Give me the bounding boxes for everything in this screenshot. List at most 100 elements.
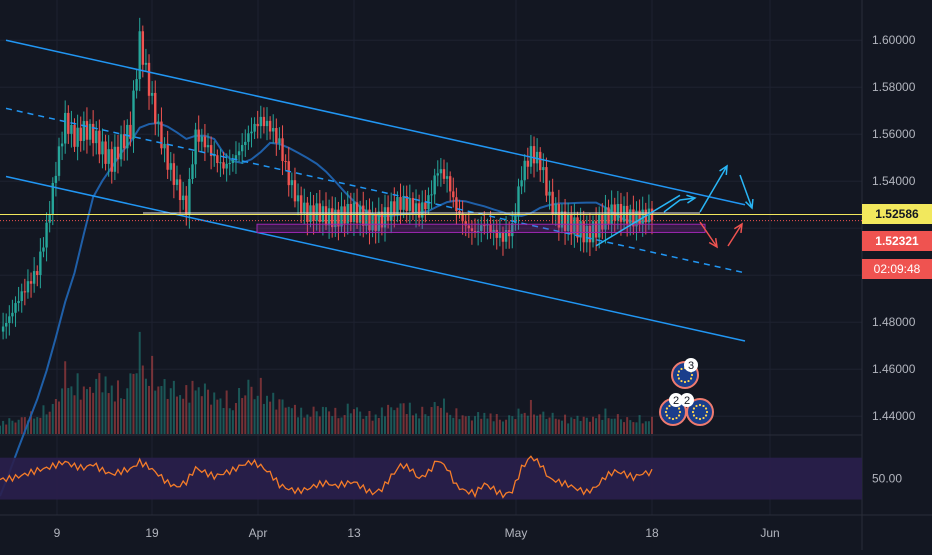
candle-body [439, 169, 443, 174]
candle-body [135, 79, 138, 91]
candle-body [563, 211, 567, 231]
candle-body [566, 214, 570, 231]
volume-bar [576, 415, 579, 434]
candle-body [5, 322, 8, 327]
axes: 1.60000 1.58000 1.56000 1.54000 1.48000 1.460… [54, 33, 916, 540]
event-count-label: 2 [673, 395, 679, 407]
candle-body [88, 123, 92, 140]
volume-bar [135, 373, 138, 434]
volume-bar [23, 417, 26, 434]
candle-body [54, 175, 58, 183]
volume-bar [483, 412, 486, 434]
economic-events[interactable]: 3 2 2 [659, 358, 714, 426]
volume-bar [79, 399, 82, 434]
candle-body [616, 203, 620, 221]
candle-body [116, 146, 120, 160]
volume-bar [461, 415, 464, 434]
candlestick-series[interactable] [1, 17, 654, 340]
price-axis-label: 1.44000 [872, 409, 916, 423]
current-price-tag: 1.52586 [862, 204, 932, 224]
volume-bar [101, 392, 104, 434]
volume-bar [349, 413, 352, 434]
volume-bar [281, 399, 284, 434]
volume-bar [82, 386, 85, 434]
candle-body [591, 221, 595, 243]
volume-bar [64, 361, 67, 434]
volume-bar [293, 404, 296, 434]
volume-bar [511, 416, 514, 434]
rising-trendline [595, 194, 681, 247]
candle-body [14, 303, 17, 313]
candle-body [157, 121, 160, 124]
volume-bar [287, 406, 290, 434]
candle-body [327, 208, 331, 226]
volume-bar [92, 392, 95, 434]
candle-body [113, 146, 117, 172]
volume-bar [526, 415, 529, 434]
volume-bar [632, 422, 635, 434]
candle-body [222, 162, 225, 169]
candle-body [256, 123, 259, 127]
volume-bar [110, 385, 113, 434]
volume-bar [359, 411, 362, 434]
volume-bar [219, 398, 222, 434]
volume-bar [595, 418, 598, 434]
volume-bar [318, 416, 321, 434]
volume-bar [210, 404, 213, 434]
candle-body [526, 160, 530, 167]
volume-bar [120, 398, 123, 434]
candle-body [64, 112, 67, 144]
volume-bar [337, 418, 340, 434]
candle-body [362, 205, 365, 226]
candle-body [452, 191, 455, 198]
event-count-label: 2 [684, 395, 690, 407]
volume-bar [250, 386, 253, 434]
candle-body [67, 112, 70, 134]
projection-arrow-down-red-head [708, 237, 718, 249]
volume-bar [89, 386, 92, 434]
volume-bar [489, 413, 492, 434]
candle-body [551, 191, 554, 215]
volume-bar [85, 389, 88, 434]
price-axis-label: 1.60000 [872, 33, 916, 47]
volume-bar [536, 415, 539, 434]
volume-bar [144, 378, 147, 434]
trend-drawings[interactable] [0, 39, 862, 342]
volume-bar [582, 416, 585, 434]
candle-body [206, 145, 210, 148]
volume-bar [380, 407, 383, 434]
time-axis-label: Jun [760, 526, 779, 540]
candle-body [604, 207, 607, 230]
candle-body [225, 163, 228, 169]
volume-bar [411, 415, 414, 434]
candle-body [138, 31, 141, 80]
candle-body [104, 141, 107, 164]
volume-bar [14, 422, 17, 434]
volume-bar [39, 417, 42, 434]
volume-bar [207, 389, 210, 434]
volume-bar [185, 385, 188, 434]
time-axis-label: 19 [145, 526, 159, 540]
volume-bar [365, 415, 368, 434]
volume-bar [188, 402, 191, 434]
eu-star [676, 373, 680, 377]
candle-body [175, 179, 179, 185]
eu-star [668, 416, 671, 420]
candle-body [82, 121, 86, 141]
volume-bar [554, 418, 557, 434]
candle-body [560, 211, 564, 228]
candle-body [122, 134, 126, 149]
volume-bar [253, 399, 256, 434]
eu-star [677, 377, 681, 380]
volume-bar [116, 380, 119, 434]
volume-bar [340, 417, 343, 434]
eu-star [678, 410, 682, 414]
candle-body [275, 128, 278, 144]
volume-bar [635, 422, 638, 434]
price-axis-label: 1.58000 [872, 80, 916, 94]
volume-bar [191, 380, 194, 434]
volume-bar [200, 396, 203, 434]
volume-bar [492, 421, 495, 434]
